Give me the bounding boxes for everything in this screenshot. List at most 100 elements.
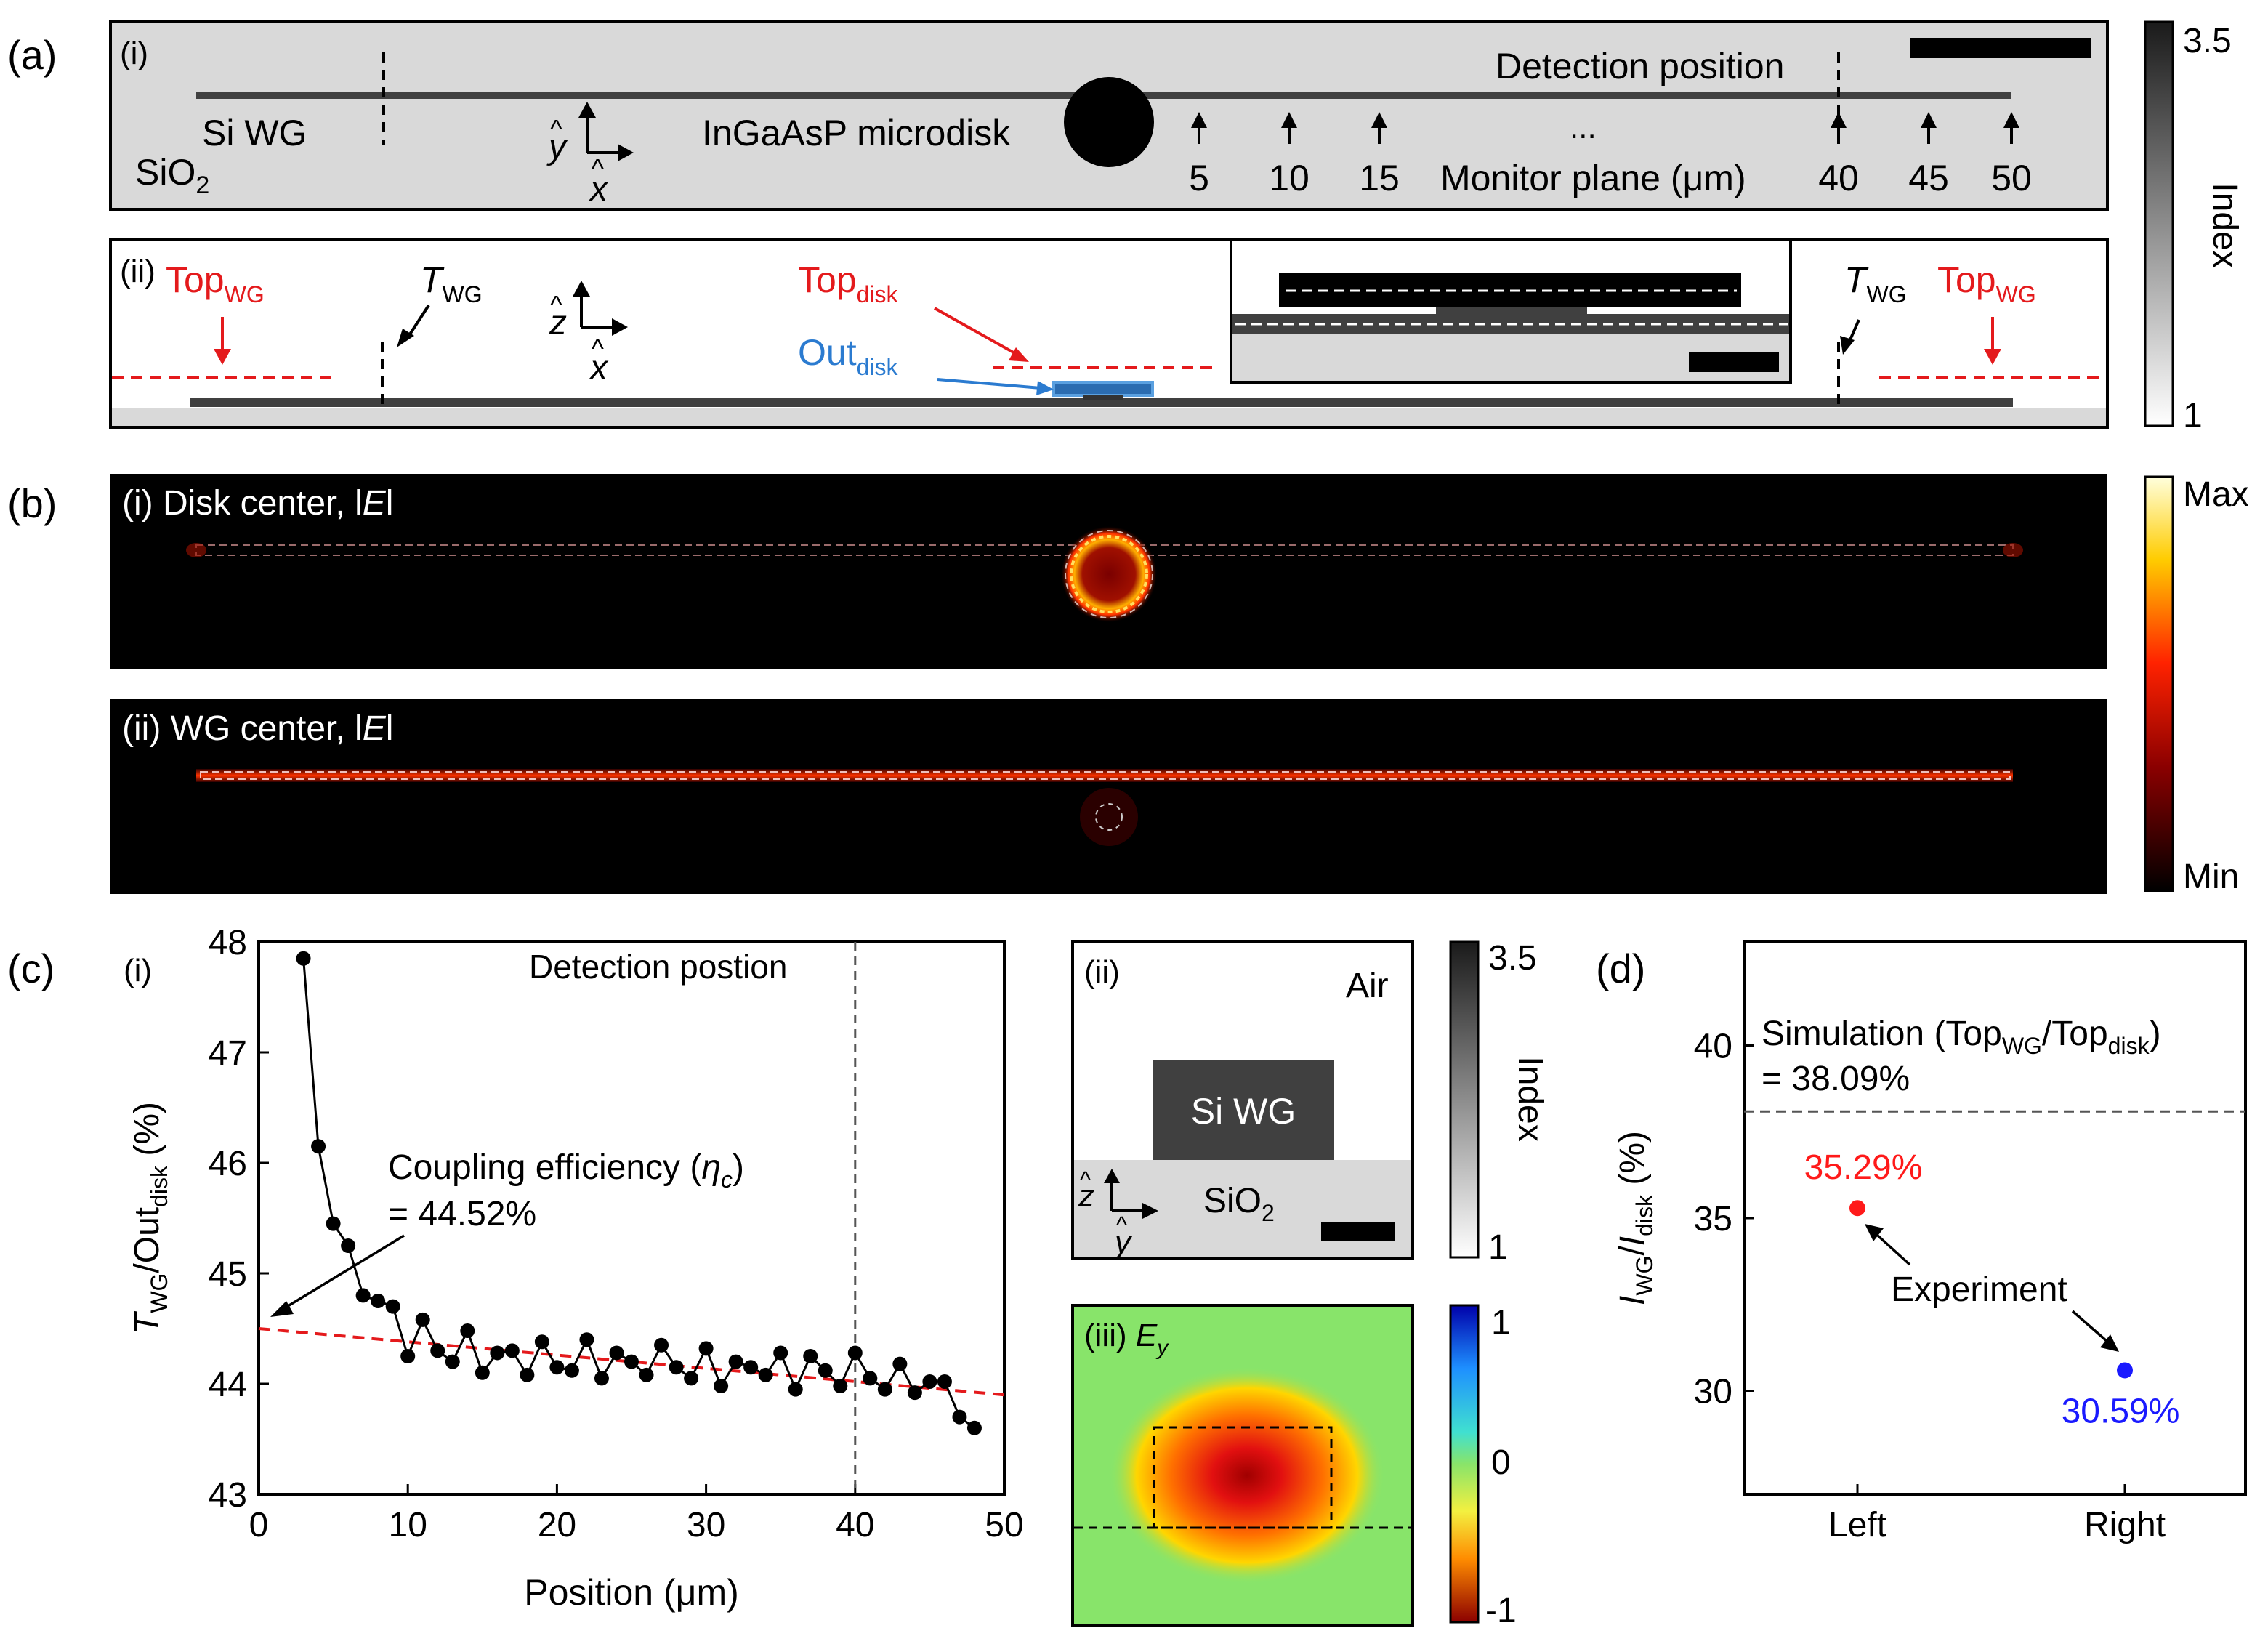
data-point	[311, 1139, 326, 1154]
colorbar-ey-min: -1	[1485, 1592, 1517, 1630]
t-wg-right-label: TWG	[1844, 259, 1907, 307]
top-disk-arrow	[934, 307, 1018, 356]
mode-field: E	[1136, 1318, 1158, 1353]
simulation-value: = 38.09%	[1761, 1060, 1910, 1098]
top-wg-left-sub: WG	[225, 281, 265, 307]
panel-b-ii-suffix: l	[386, 709, 394, 748]
axis-z-cross-hat: ^	[1080, 1166, 1091, 1193]
t-wg-right-arrowhead	[1840, 336, 1855, 355]
y-axis-arrowhead-cross	[1142, 1203, 1158, 1219]
chart-c-ylabel: TWG/Outdisk (%)	[128, 1102, 172, 1334]
sio2-cross-label: SiO2	[1203, 1182, 1275, 1226]
data-point	[549, 1360, 565, 1375]
monitor-plane-label: Monitor plane (μm)	[1440, 158, 1746, 198]
data-point	[371, 1294, 386, 1308]
d-y-tick-label: 30	[1694, 1373, 1732, 1411]
colorbar-ey-max: 1	[1491, 1304, 1511, 1342]
inset-scale-bar	[1689, 352, 1779, 372]
d-ylabel-i1: I	[1613, 1296, 1652, 1305]
t-wg-left-sub: WG	[443, 281, 483, 307]
monitor-position-label: 40	[1818, 158, 1859, 198]
cross-section-scale-bar	[1321, 1222, 1395, 1241]
panel-b-i: (i) Disk center, lEl	[110, 474, 2107, 669]
data-point	[415, 1312, 430, 1327]
axis-z-label: z	[549, 304, 567, 342]
side-inset	[1230, 238, 1792, 384]
monitor-position-label: 15	[1359, 158, 1400, 198]
colorbar-index-c-gradient	[1449, 940, 1480, 1259]
data-point	[520, 1367, 535, 1382]
coupling-annotation-line2: = 44.52%	[388, 1195, 536, 1233]
data-point	[460, 1323, 475, 1339]
d-ylabel-slash: /	[1613, 1246, 1652, 1256]
ylabel-t: T	[128, 1310, 166, 1334]
data-point	[609, 1345, 624, 1361]
data-point	[296, 951, 311, 966]
sim-sub-wg: WG	[2002, 1033, 2042, 1059]
si-wg-label: Si WG	[202, 113, 307, 153]
data-point	[504, 1343, 520, 1358]
data-point	[863, 1371, 878, 1386]
data-point	[490, 1345, 505, 1361]
chart-c-ticks: 0 10 20 30 40 50 43 44 45 46 47 48	[209, 924, 1024, 1544]
panel-b-ii-title: (ii) WG center, lEl	[122, 709, 393, 748]
colorbar-field-b: Max Min	[2144, 475, 2249, 896]
data-point	[818, 1363, 833, 1378]
y-tick-label: 44	[209, 1366, 247, 1404]
top-disk-main: Top	[798, 259, 857, 300]
monitor-arrows: 5 10 15 40 45 50	[1189, 112, 2032, 198]
axis-y-cross-label: y	[1113, 1225, 1133, 1260]
data-point	[743, 1360, 759, 1375]
y-tick-label: 47	[209, 1034, 247, 1073]
y-tick-label: 43	[209, 1476, 247, 1515]
panel-a-ii: (ii) TopWG TopWG TWG TWG Topdisk Outdisk	[109, 238, 2109, 429]
ylabel-t-sub: WG	[146, 1273, 172, 1313]
cross-section-wg	[1153, 1060, 1334, 1160]
y-tick-label: 48	[209, 924, 247, 962]
axis-x-side-hat: ^	[592, 334, 604, 363]
d-ylabel-i2: I	[1613, 1236, 1652, 1246]
colorbar-index-c-label: Index	[1511, 1056, 1549, 1141]
panel-b-i-title: (i) Disk center, lEl	[122, 484, 393, 523]
panel-b-ii: (ii) WG center, lEl	[110, 699, 2107, 894]
data-point	[937, 1374, 952, 1389]
panel-b-i-title-prefix: (i) Disk center, l	[122, 484, 363, 523]
sio2-sub: 2	[195, 172, 209, 199]
data-point	[624, 1354, 639, 1369]
data-point	[966, 1420, 982, 1435]
monitor-position-label: 10	[1269, 158, 1309, 198]
top-disk-arrowhead	[1009, 347, 1029, 362]
chart-c-frame	[257, 940, 1006, 1496]
d-data-label: 30.59%	[2062, 1392, 2180, 1430]
z-axis-arrowhead	[573, 281, 590, 297]
top-wg-left-main: Top	[166, 259, 225, 300]
d-y-tick-label: 40	[1694, 1028, 1732, 1066]
chart-intensity-ratio: 30 35 40 Left Right 35.29% 30.59% Simulation …	[1613, 940, 2247, 1544]
panel-a-i: (i) Detection position Si WG SiO2 InGaAs…	[109, 20, 2109, 211]
panel-label-b: (b)	[7, 480, 57, 526]
panel-b-i-suffix: l	[386, 484, 394, 523]
axis-z-hat: ^	[550, 290, 562, 320]
ylabel-unit: (%)	[128, 1102, 166, 1166]
z-axis-arrowhead-cross	[1104, 1169, 1120, 1183]
experiment-arrowhead-left	[1865, 1224, 1884, 1241]
colorbar-index-gradient	[2144, 20, 2174, 427]
data-point	[475, 1365, 490, 1380]
chart-d-ylabel: IWG/Idisk (%)	[1613, 1131, 1658, 1305]
data-point	[385, 1299, 400, 1314]
sub-label-a-ii: (ii)	[120, 254, 156, 289]
panel-b-i-field: E	[363, 484, 387, 523]
data-point	[758, 1367, 773, 1382]
out-disk-label: Outdisk	[798, 332, 899, 380]
colorbar-ey: 1 0 -1	[1449, 1304, 1517, 1630]
colorbar-index-min: 1	[2183, 397, 2203, 435]
t-wg-left-main: T	[420, 259, 445, 300]
mode-field-sub: y	[1155, 1336, 1169, 1360]
data-point	[654, 1337, 669, 1353]
colorbar-field-min: Min	[2183, 858, 2239, 896]
experiment-arrowhead-right	[2100, 1334, 2119, 1352]
coupling-annotation-line1: Coupling efficiency (ηc)	[388, 1148, 744, 1193]
monitor-position-label: 45	[1908, 158, 1949, 198]
t-wg-right-sub: WG	[1867, 281, 1907, 307]
t-wg-left-arrow	[405, 304, 430, 340]
